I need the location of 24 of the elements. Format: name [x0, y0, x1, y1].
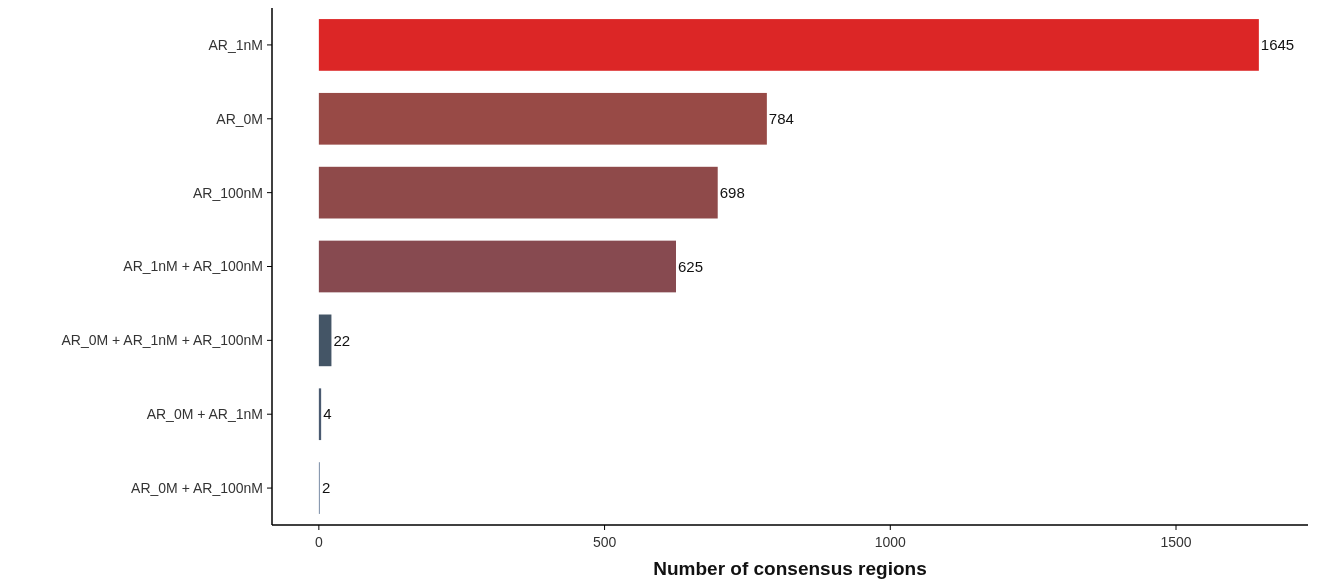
x-tick-label: 1500 — [1160, 534, 1192, 550]
x-tick-label: 500 — [592, 534, 617, 550]
y-tick-label: AR_1nM + AR_100nM — [123, 258, 263, 275]
y-tick-label: AR_0M — [216, 110, 263, 127]
x-tick-label: 0 — [314, 534, 323, 550]
y-tick-label: AR_1nM — [208, 36, 263, 53]
data-label: 4 — [323, 405, 332, 423]
data-label: 2 — [322, 479, 331, 497]
bar — [318, 92, 767, 145]
bar — [318, 314, 332, 367]
data-label: 22 — [333, 331, 351, 349]
data-label: 625 — [678, 257, 704, 275]
bar — [318, 166, 718, 219]
y-tick-label: AR_0M + AR_1nM — [146, 406, 263, 423]
x-tick-label: 1000 — [874, 534, 907, 550]
bar — [318, 19, 1259, 71]
y-tick-label: AR_0M + AR_100nM — [131, 479, 263, 496]
y-tick-label: AR_100nM — [192, 184, 263, 201]
data-label: 1645 — [1260, 36, 1295, 54]
data-label: 698 — [719, 183, 745, 201]
x-axis-title: Number of consensus regions — [653, 558, 927, 579]
bar — [318, 240, 676, 293]
y-tick-label: AR_0M + AR_1nM + AR_100nM — [61, 332, 263, 349]
data-label: 784 — [768, 110, 794, 128]
